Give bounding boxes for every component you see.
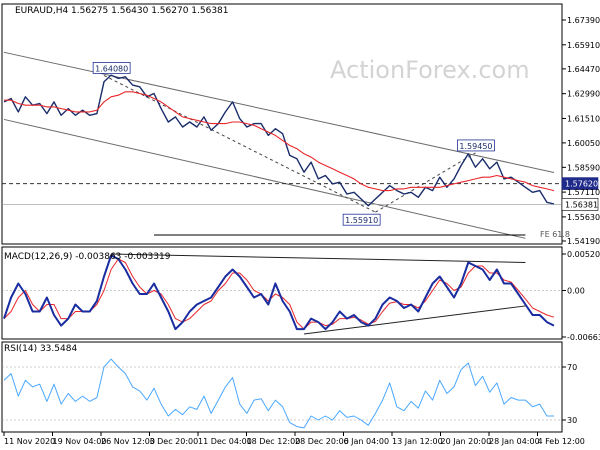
price-tick-label: 1.62990 [567,90,600,99]
x-tick-label: 6 Jan 04:00 [344,437,390,446]
dashed-trend-down [103,74,376,213]
annotation-high: 1.64080 [95,64,128,73]
x-tick-label: 18 Dec 12:00 [247,437,301,446]
dashed-trend-up [375,152,476,213]
price-tick-label: 1.54190 [567,237,600,246]
x-tick-label: 13 Jan 12:00 [392,437,443,446]
x-tick-label: 11 Nov 2020 [4,437,55,446]
sma-line [4,91,555,192]
macd-tick-label: 0.005208 [567,250,600,259]
rsi-tick-label: 70 [567,363,577,372]
watermark: ActionForex.com [330,56,530,84]
price-tick-label: 1.64470 [567,65,600,74]
macd-tick-label: -0.006631 [567,333,600,342]
tick-marks [3,19,566,436]
annotation-mid-box [457,139,495,152]
x-tick-label: 28 Dec 20:00 [295,437,349,446]
x-tick-label: 20 Jan 20:00 [441,437,492,446]
x-tick-label: 11 Dec 04:00 [198,437,252,446]
fe-label: FE 61.8 [540,230,570,239]
price-tick-label: 1.67390 [567,16,600,25]
price-tick-label: 1.57110 [567,188,600,197]
price-label-current-bg [561,198,599,211]
plot-frames [1,3,563,433]
price-tick-label: 1.60050 [567,139,600,148]
macd-frame [1,246,563,340]
x-tick-label: 19 Nov 04:00 [53,437,107,446]
x-tick-label: 26 Nov 12:00 [101,437,155,446]
axis-labels: 1.67390 1.65910 1.64470 1.62990 1.61510 1.600… [4,16,600,446]
x-tick-label: 3 Dec 20:00 [150,437,199,446]
price-label-resistance-bg [561,177,599,190]
price-tick-label: 1.55630 [567,213,600,222]
annotation-low: 1.55910 [345,216,378,225]
price-tick-label: 1.65910 [567,41,600,50]
rsi-line [3,358,554,429]
macd-title: MACD(12,26,9) -0.003863 -0.003319 [4,252,171,262]
x-tick-label: 4 Feb 12:00 [538,437,585,446]
price-label-resistance: 1.57620 [565,180,598,189]
price-tick-label: 1.58590 [567,163,600,172]
price-label-current: 1.56381 [565,200,598,209]
price-tick-label: 1.61510 [567,114,600,123]
channel-lower-line [3,118,526,239]
price-frame [1,3,563,245]
rsi-tick-label: 30 [567,416,577,425]
macd-lower-trend [303,305,526,335]
macd-tick-label: 0.00 [567,287,585,296]
macd-line [3,254,555,331]
x-tick-label: 28 Jan 04:00 [489,437,540,446]
price-line [3,74,555,207]
rsi-frame [1,341,563,433]
macd-upper-trend [111,253,526,263]
macd-signal-line [3,258,555,330]
chart-title: EURAUD,H4 1.56275 1.56430 1.56270 1.5638… [15,6,229,16]
annotation-mid: 1.59450 [459,142,492,151]
overlay-lines [2,51,562,421]
annotation-high-box [92,62,131,74]
rsi-title: RSI(14) 33.5484 [4,344,77,354]
series-layer: 1.57620 1.56381 1.64080 1.59450 1.55910 [3,62,599,429]
annotation-low-box [342,213,381,226]
